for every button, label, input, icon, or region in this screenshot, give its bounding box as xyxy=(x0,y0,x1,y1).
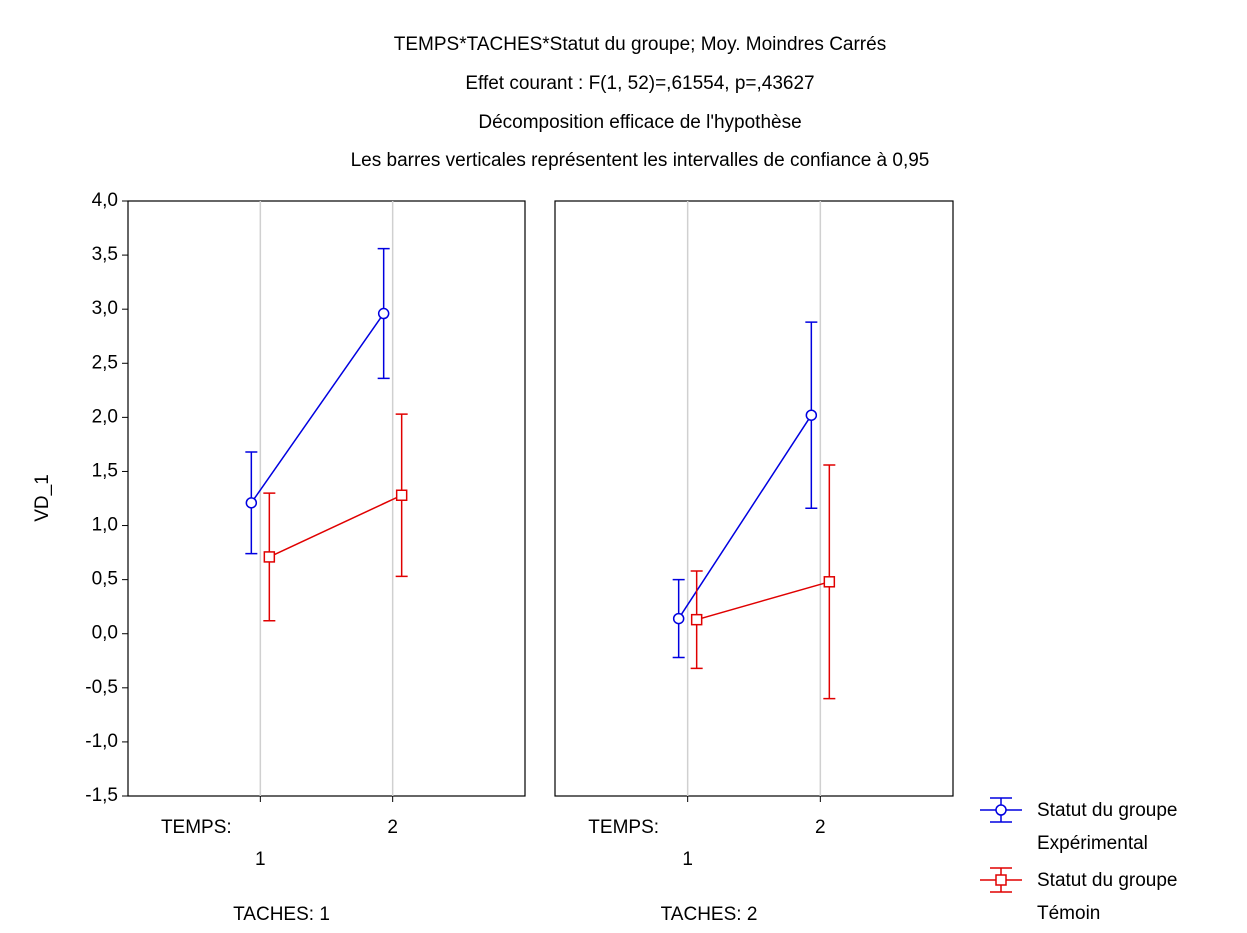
data-point xyxy=(377,307,390,320)
x-tick-label: 1 xyxy=(255,849,266,870)
y-tick-label: -0,5 xyxy=(85,677,118,698)
series-line xyxy=(696,581,830,621)
legend-label: Statut du groupe Expérimental xyxy=(1037,800,1178,854)
y-tick-label: 2,5 xyxy=(92,352,118,373)
y-tick-label: 3,0 xyxy=(92,298,118,319)
x-axis-label: TEMPS: xyxy=(588,817,659,838)
y-tick-label: 1,0 xyxy=(92,515,118,536)
data-point xyxy=(823,576,836,588)
y-tick-label: 4,0 xyxy=(92,190,118,211)
data-point xyxy=(805,409,818,421)
y-tick-label: -1,5 xyxy=(85,785,118,806)
y-tick-label: 2,0 xyxy=(92,406,118,427)
legend-marker xyxy=(995,874,1007,886)
legend-label: Statut du groupe Témoin xyxy=(1037,870,1178,924)
x-tick-label: 1 xyxy=(682,849,693,870)
series-line xyxy=(678,414,812,619)
data-point xyxy=(263,551,276,563)
data-point xyxy=(690,613,703,626)
y-axis-label: VD_1 xyxy=(32,474,53,522)
y-tick-label: -1,0 xyxy=(85,731,118,752)
y-tick-label: 1,5 xyxy=(92,460,118,481)
panel-title: TACHES: 2 xyxy=(661,904,758,925)
panel-frame xyxy=(127,200,526,797)
chart-title: TEMPS*TACHES*Statut du groupe; Moy. Moin… xyxy=(394,34,886,55)
chart-subtitle: Décomposition efficace de l'hypothèse xyxy=(478,112,801,133)
y-tick-label: 3,5 xyxy=(92,244,118,265)
x-axis-label: TEMPS: xyxy=(161,817,232,838)
series-line xyxy=(250,313,385,504)
data-point xyxy=(245,497,258,509)
data-point xyxy=(395,489,408,502)
chart-subtitle: Effet courant : F(1, 52)=,61554, p=,4362… xyxy=(465,73,814,94)
chart-subtitle: Les barres verticales représentent les i… xyxy=(351,150,930,171)
y-tick-label: 0,0 xyxy=(92,623,118,644)
y-tick-label: 0,5 xyxy=(92,569,118,590)
x-tick-label: 2 xyxy=(815,817,826,838)
legend-marker xyxy=(995,804,1007,816)
x-tick-label: 2 xyxy=(387,817,398,838)
series-line xyxy=(269,494,402,558)
data-point xyxy=(672,612,685,625)
panel-frame xyxy=(554,200,954,797)
panel-title: TACHES: 1 xyxy=(233,904,330,925)
